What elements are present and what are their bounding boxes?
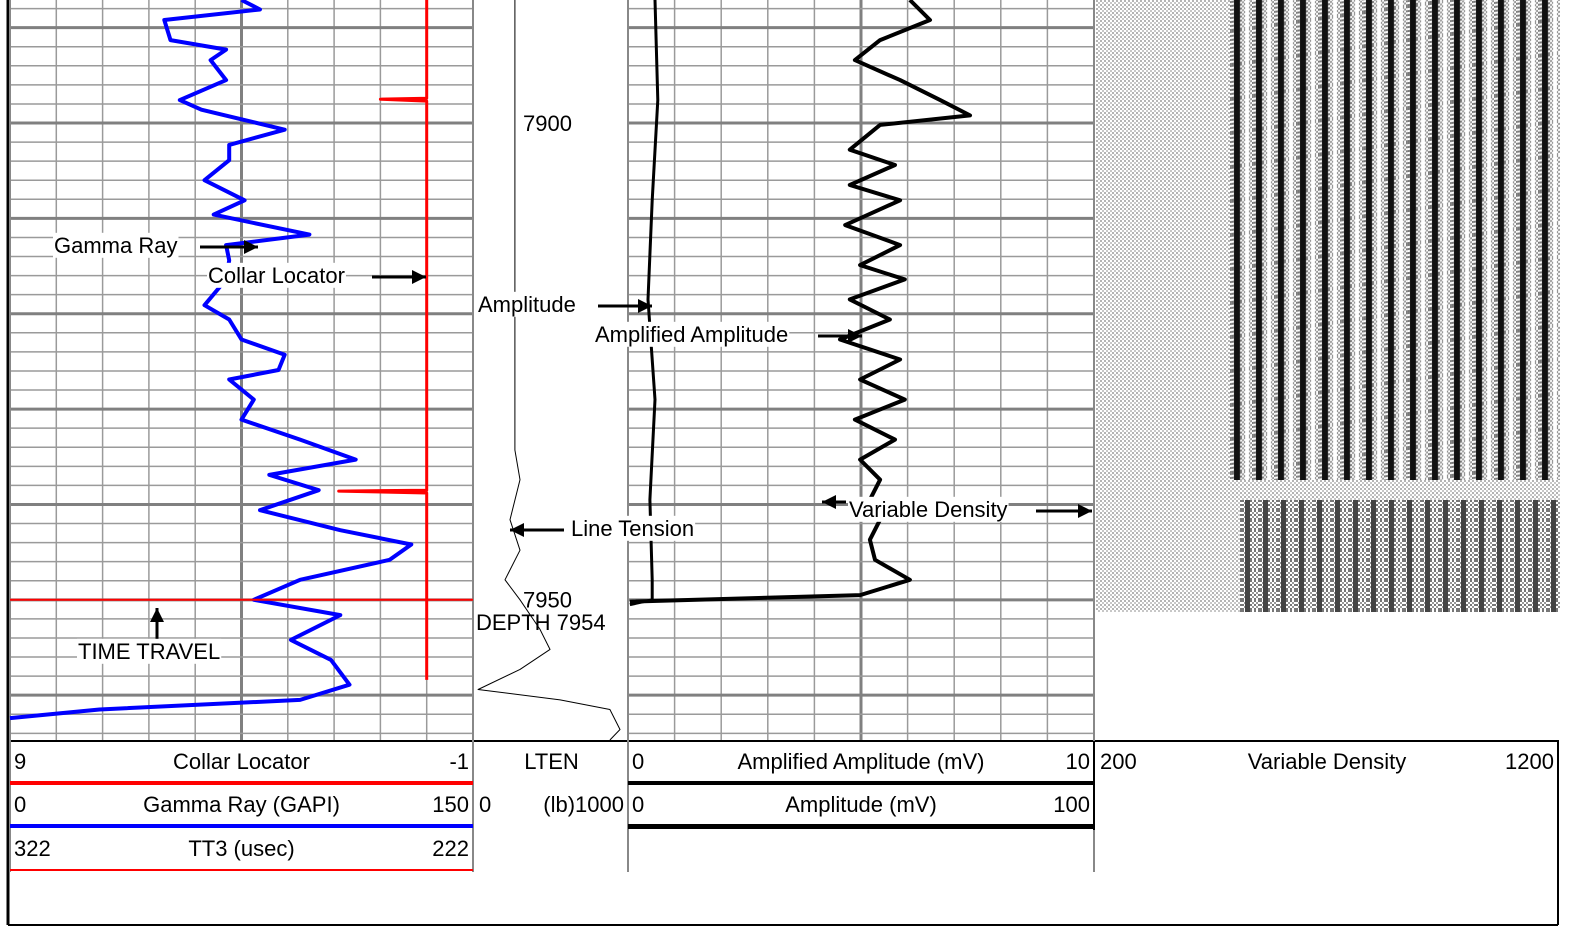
scale-name: Amplitude (mV) [785,792,937,817]
annotation: Collar Locator [208,263,345,288]
scale-min: 200 [1100,749,1137,774]
scale-max: 150 [432,792,469,817]
scale-max: 100 [1053,792,1090,817]
annotation-bg [848,496,1009,522]
log-curve [629,0,660,607]
annotation-bg [77,638,222,664]
arrow-head [1078,504,1092,518]
arrow-head [638,299,652,313]
arrow-head [510,523,524,537]
annotation: Variable Density [849,497,1008,522]
log-curve [337,0,429,680]
arrow-head [822,495,836,509]
scale-min: 322 [14,836,51,861]
scale-max: 222 [432,836,469,861]
annotation: Amplitude [478,292,576,317]
scale-min: 0 [479,792,491,817]
depth-label: 7900 [523,111,572,136]
annotation: Gamma Ray [54,233,177,258]
scale-max: -1 [449,749,469,774]
annotation: Amplified Amplitude [595,322,788,347]
scale-name: LTEN [524,749,579,774]
scale-name: TT3 (usec) [188,836,294,861]
annotation-bg [207,262,346,288]
annotation-bg [570,515,696,541]
scale-min: 0 [632,749,644,774]
annotation-bg [53,232,179,258]
arrow-head [848,329,862,343]
arrow-head [412,270,426,284]
annotation-bg [477,291,577,317]
scale-max: 1200 [1505,749,1554,774]
scale-min: 0 [632,792,644,817]
scale-name: Amplified Amplitude (mV) [738,749,985,774]
log-curve [9,0,414,721]
variable-density-image [1096,0,1560,612]
scale-name: Gamma Ray (GAPI) [143,792,340,817]
annotation-bg [594,321,790,347]
scale-name: Collar Locator [173,749,310,774]
arrow-head [244,240,258,254]
scale-max: (lb)1000 [543,792,624,817]
arrow-head [150,608,164,622]
scale-name: Variable Density [1248,749,1407,774]
annotation: TIME TRAVEL [78,639,220,664]
scale-max: 10 [1066,749,1090,774]
scale-min: 0 [14,792,26,817]
annotation: Line Tension [571,516,694,541]
scale-min: 9 [14,749,26,774]
depth-label: 7950 [523,588,572,613]
depth-annotation: DEPTH 7954 [476,610,606,635]
log-curve [477,0,621,741]
